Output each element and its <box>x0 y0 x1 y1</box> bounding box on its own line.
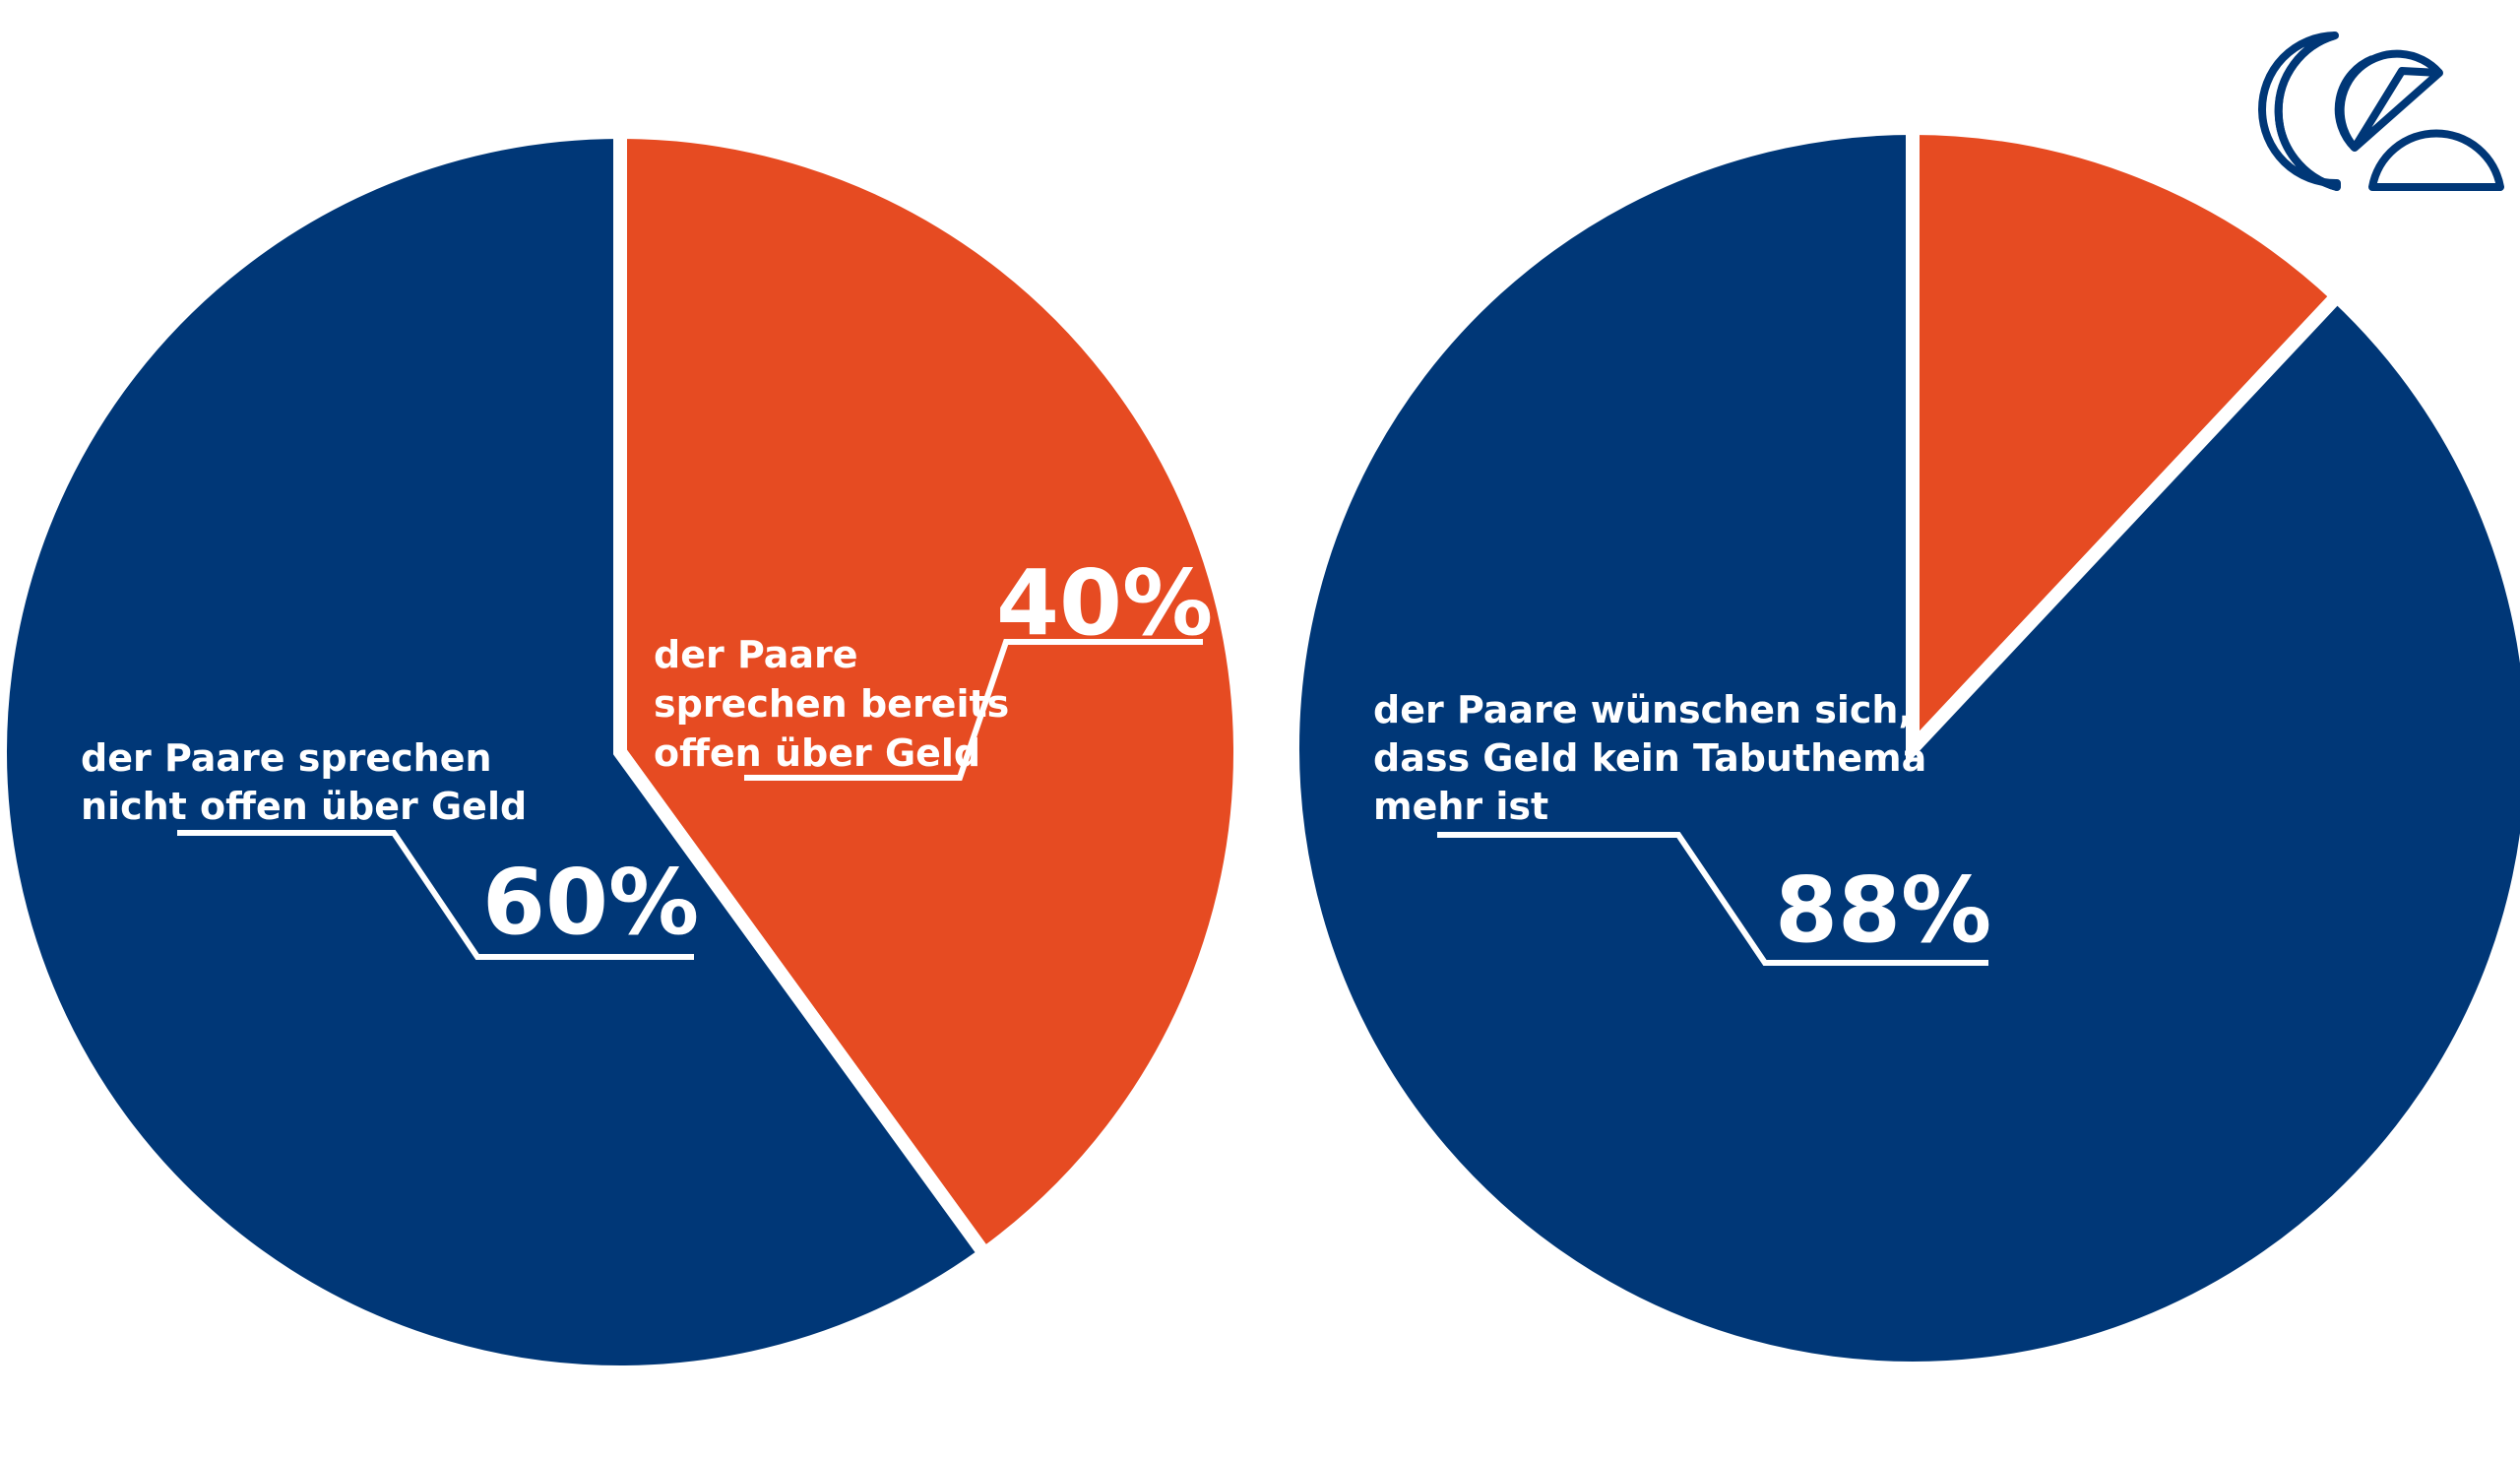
pie-slice <box>1906 120 2348 766</box>
leader-line <box>744 639 1203 781</box>
annotation-text-line: mehr ist <box>1373 785 1548 828</box>
annotation-text-line: der Paare <box>654 633 858 676</box>
pie-slice <box>1286 120 2520 1375</box>
annotation-text-line: sprechen bereits <box>654 682 1009 726</box>
slice-value-label: 40% <box>996 550 1213 656</box>
slice-value-label: 60% <box>482 850 699 955</box>
pie-chart-right <box>1286 120 2520 1375</box>
annotation-left-orange: der Paare sprechen bereits offen über Ge… <box>654 550 1213 781</box>
annotation-text-line: der Paare wünschen sich, <box>1373 688 1913 731</box>
pie-chart-left <box>0 124 1247 1379</box>
annotation-text-line: nicht offen über Geld <box>81 785 527 828</box>
leader-line <box>1437 832 1988 966</box>
pie-slice <box>613 124 1247 1264</box>
annotation-right-blue: der Paare wünschen sich, dass Geld kein … <box>1373 688 1991 966</box>
annotation-text-line: der Paare sprechen <box>81 736 492 780</box>
annotation-text-line: offen über Geld <box>654 731 980 775</box>
annotation-text-line: dass Geld kein Tabuthema <box>1373 736 1926 780</box>
annotation-left-blue: der Paare sprechen nicht offen über Geld… <box>81 736 699 960</box>
pie-slice <box>0 124 995 1379</box>
slice-value-label: 88% <box>1775 857 1991 963</box>
leader-line <box>177 830 694 960</box>
brand-logo-icon <box>2258 32 2504 191</box>
